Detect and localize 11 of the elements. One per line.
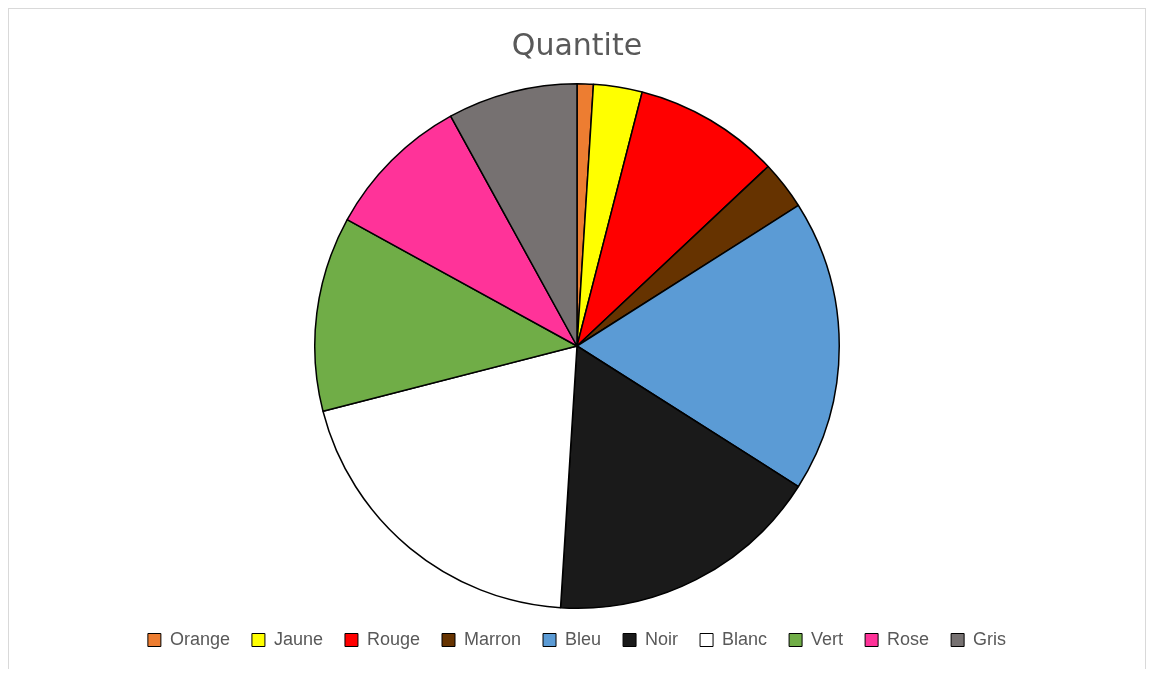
legend-label: Jaune — [273, 628, 323, 649]
legend-label: Orange — [169, 628, 230, 649]
legend-label: Noir — [645, 628, 679, 649]
legend-label: Blanc — [722, 628, 768, 649]
legend-label: Vert — [811, 628, 844, 649]
legend-label: Bleu — [565, 628, 602, 649]
legend-label: Marron — [464, 628, 522, 649]
chart-title: Quantite — [511, 26, 643, 62]
legend-label: Rouge — [366, 628, 421, 649]
legend-label: Gris — [973, 628, 1007, 649]
legend-label: Rose — [887, 628, 930, 649]
